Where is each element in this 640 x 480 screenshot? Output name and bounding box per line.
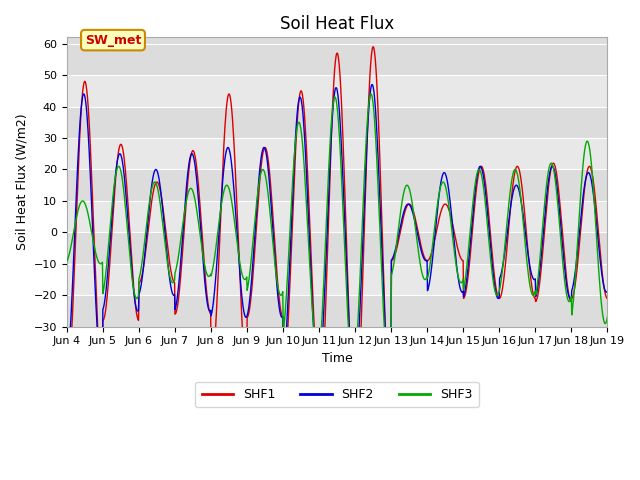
SHF1 — [170, 279, 178, 285]
Bar — [67, 232, 607, 264]
X-axis label: Time: Time — [322, 352, 353, 365]
Text: SW_met: SW_met — [84, 34, 141, 47]
SHF1 — [422, 257, 429, 263]
SHF2 — [387, 377, 394, 383]
SHF2 — [170, 292, 178, 298]
SHF2 — [63, 366, 70, 372]
Bar — [67, 138, 607, 169]
SHF1 — [387, 415, 395, 421]
SHF2 — [422, 258, 429, 264]
SHF2 — [540, 222, 548, 228]
Bar — [67, 75, 607, 107]
SHF1 — [63, 381, 70, 386]
Title: Soil Heat Flux: Soil Heat Flux — [280, 15, 394, 33]
SHF2 — [244, 312, 252, 317]
SHF3 — [183, 194, 191, 200]
Bar — [67, 107, 607, 138]
Bar — [67, 169, 607, 201]
SHF2 — [369, 82, 376, 87]
Bar — [67, 201, 607, 232]
SHF3 — [385, 368, 393, 373]
SHF3 — [170, 279, 178, 285]
SHF1 — [492, 286, 500, 292]
SHF3 — [540, 209, 548, 215]
SHF3 — [244, 286, 252, 291]
SHF2 — [604, 288, 611, 294]
SHF1 — [183, 188, 191, 193]
SHF1 — [604, 296, 611, 301]
Y-axis label: Soil Heat Flux (W/m2): Soil Heat Flux (W/m2) — [15, 114, 28, 251]
SHF1 — [369, 44, 377, 50]
SHF3 — [367, 91, 375, 97]
SHF3 — [604, 314, 611, 320]
SHF2 — [183, 178, 191, 183]
SHF3 — [422, 276, 429, 282]
SHF1 — [540, 235, 548, 240]
Bar — [67, 264, 607, 295]
Line: SHF1: SHF1 — [67, 47, 607, 418]
Line: SHF2: SHF2 — [67, 84, 607, 380]
Line: SHF3: SHF3 — [67, 94, 607, 371]
SHF1 — [244, 314, 252, 320]
Legend: SHF1, SHF2, SHF3: SHF1, SHF2, SHF3 — [195, 382, 479, 408]
SHF3 — [492, 292, 500, 298]
SHF3 — [63, 259, 70, 264]
Bar — [67, 44, 607, 75]
SHF2 — [492, 291, 500, 297]
Bar — [67, 295, 607, 327]
